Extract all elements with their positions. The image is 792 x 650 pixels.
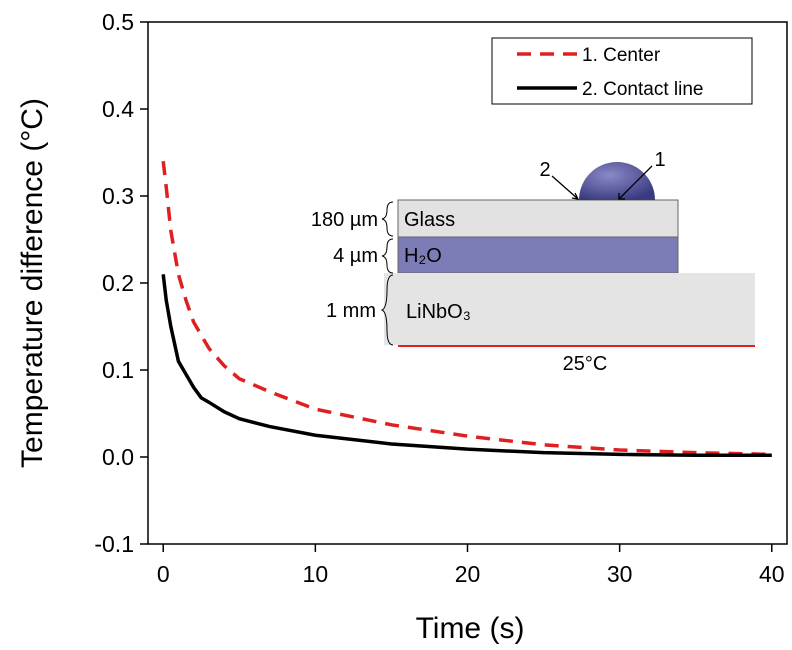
label: LiNbO₃	[406, 301, 471, 323]
series-line	[161, 274, 772, 458]
label: 1 mm	[326, 300, 376, 322]
y-tick-label: 0.4	[102, 96, 134, 122]
label: 2	[539, 159, 550, 181]
brace	[381, 201, 394, 237]
arrow	[551, 175, 580, 200]
y-tick-label: 0.3	[102, 183, 134, 209]
substrate-layer	[384, 273, 755, 345]
y-tick-label: 0.1	[102, 357, 134, 383]
label: 1	[654, 149, 665, 171]
label: H₂O	[404, 245, 442, 267]
glass-layer	[397, 199, 679, 238]
legend-label: 2. Contact line	[582, 79, 703, 100]
x-tick-label: 30	[607, 561, 633, 587]
series-line	[161, 160, 772, 457]
legend-label: 1. Center	[582, 45, 661, 66]
droplet	[579, 162, 655, 200]
y-tick-label: -0.1	[94, 531, 134, 557]
legend-box	[491, 37, 753, 105]
y-tick-label: 0.2	[102, 270, 134, 296]
brace	[381, 238, 394, 274]
x-axis-title: Time (s)	[416, 612, 525, 645]
x-tick-label: 20	[455, 561, 481, 587]
label: 180 µm	[311, 209, 378, 231]
y-axis-title: Temperature difference (°C)	[16, 98, 49, 468]
y-tick-label: 0.0	[102, 444, 134, 470]
arrow	[618, 165, 653, 200]
x-tick-label: 40	[759, 561, 785, 587]
y-tick-label: 0.5	[102, 9, 134, 35]
label: 25°C	[563, 353, 608, 375]
water-layer	[397, 236, 679, 274]
brace	[380, 274, 394, 346]
x-tick-label: 10	[303, 561, 329, 587]
label: 4 µm	[333, 245, 378, 267]
label: Glass	[404, 209, 455, 231]
x-tick-label: 0	[157, 561, 170, 587]
inset-diagram: Glass H₂O LiNbO₃ 180 µm 4 µm 1 mm 25°C 2…	[311, 149, 755, 375]
